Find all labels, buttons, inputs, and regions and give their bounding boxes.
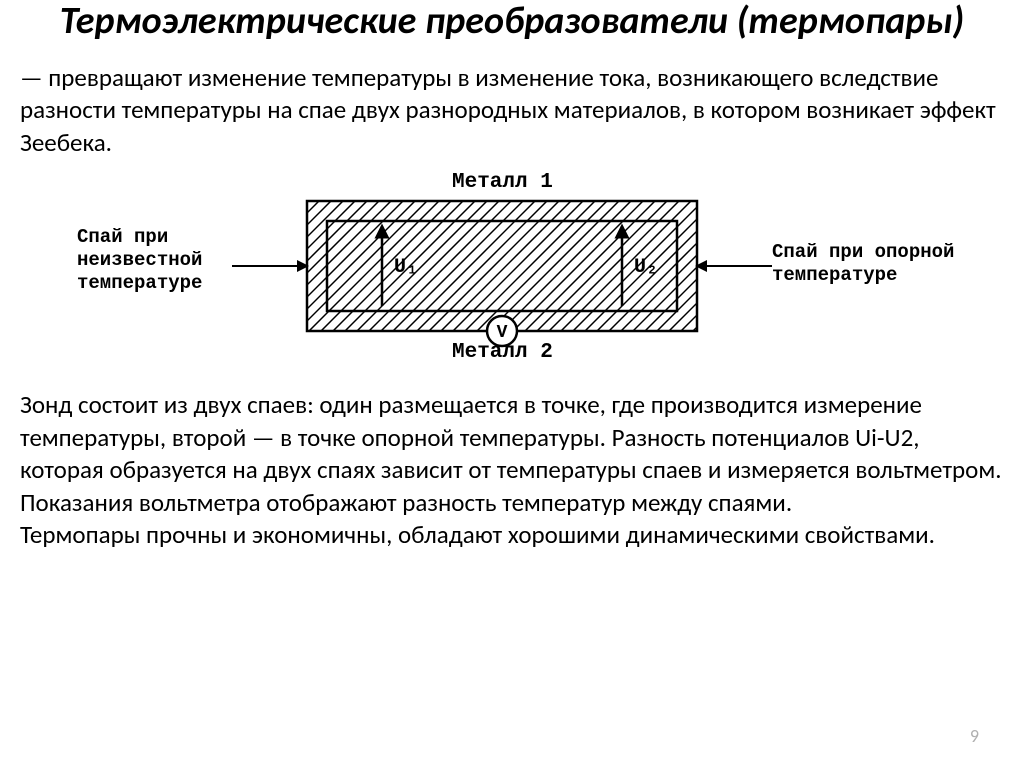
intro-paragraph: — превращают изменение температуры в изм… [20, 62, 1004, 160]
page-title: Термоэлектрические преобразователи (терм… [20, 0, 1004, 44]
page-number: 9 [970, 725, 979, 747]
thermocouple-diagram: Металл 1 Металл 2 Спай при неизвестной т… [52, 171, 972, 371]
body-paragraph: Зонд состоит из двух спаев: один размеща… [20, 389, 1004, 552]
svg-text:U₂: U₂ [634, 256, 658, 279]
svg-text:V: V [497, 323, 508, 343]
svg-text:U₁: U₁ [394, 256, 418, 279]
diagram-svg: U₁ U₂ V [52, 171, 972, 371]
